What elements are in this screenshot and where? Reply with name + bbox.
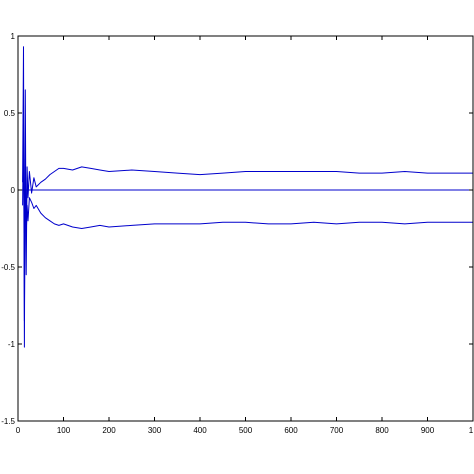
y-tick-label: 0 — [11, 186, 16, 195]
y-tick-label: 1 — [11, 32, 16, 41]
y-tick-label: -1 — [8, 340, 16, 349]
x-tick-label: 200 — [102, 426, 116, 435]
x-tick-label: 800 — [375, 426, 389, 435]
x-tick-label: 300 — [148, 426, 162, 435]
x-tick-label: 900 — [421, 426, 435, 435]
y-tick-label: 0.5 — [4, 109, 16, 118]
x-tick-label: 600 — [284, 426, 298, 435]
x-tick-label: 500 — [239, 426, 253, 435]
x-tick-label: 400 — [193, 426, 207, 435]
y-tick-label: -0.5 — [1, 263, 15, 272]
x-axis: 0 100 200 300 400 500 600 700 800 900 1 — [16, 36, 474, 435]
series-layer — [18, 46, 473, 348]
plot-frame — [17, 35, 474, 422]
series-line-1 — [22, 46, 473, 348]
y-axis: -1.5 -1 -0.5 0 0.5 1 — [1, 32, 473, 426]
series-line-3 — [22, 127, 473, 322]
x-tick-label: 1 — [469, 426, 474, 435]
x-tick-label: 100 — [57, 426, 71, 435]
y-tick-label: -1.5 — [1, 417, 15, 426]
x-tick-label: 0 — [16, 426, 21, 435]
x-tick-label: 700 — [330, 426, 344, 435]
